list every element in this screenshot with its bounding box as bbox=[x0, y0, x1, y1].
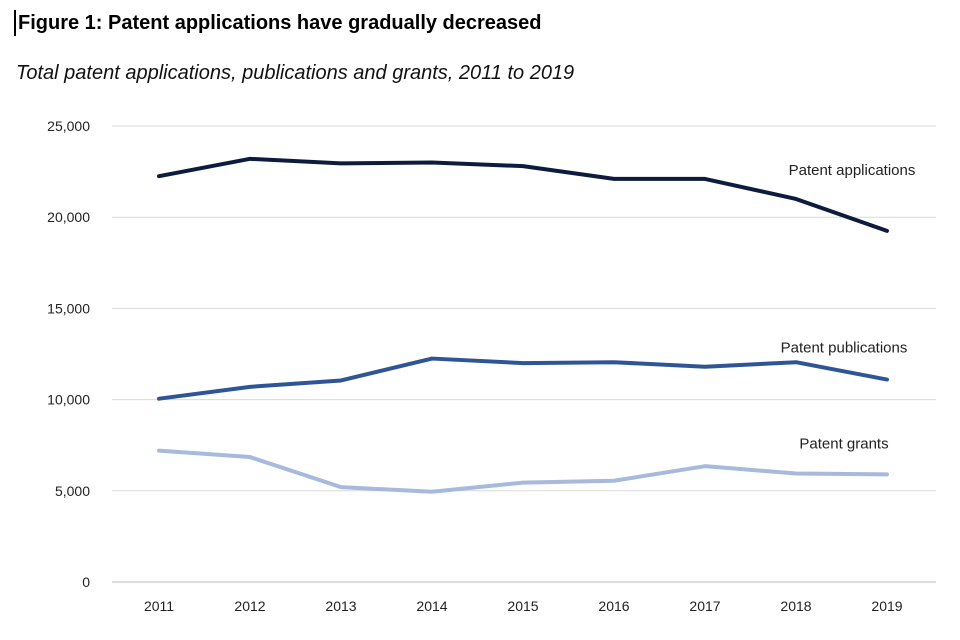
data-point bbox=[612, 479, 616, 483]
series-label: Patent applications bbox=[789, 162, 916, 179]
x-tick-label: 2019 bbox=[871, 598, 902, 614]
data-point bbox=[521, 164, 525, 168]
data-point bbox=[248, 157, 252, 161]
data-point bbox=[430, 490, 434, 494]
y-axis: 0 5,000 10,000 15,000 20,000 25,000 bbox=[47, 118, 90, 590]
x-tick-label: 2016 bbox=[598, 598, 629, 614]
series-labels: Patent applications Patent publications Pa… bbox=[781, 162, 916, 453]
chart-subtitle: Total patent applications, publications … bbox=[16, 62, 575, 84]
y-tick-label: 25,000 bbox=[47, 118, 90, 134]
data-point bbox=[794, 471, 798, 475]
y-tick-label: 5,000 bbox=[55, 483, 90, 499]
data-point bbox=[703, 365, 707, 369]
x-axis: 2011 2012 2013 2014 2015 2016 2017 2018 2019 bbox=[144, 598, 903, 614]
series-line-patent-grants bbox=[157, 448, 889, 494]
x-tick-label: 2013 bbox=[325, 598, 356, 614]
data-point bbox=[612, 360, 616, 364]
x-tick-label: 2012 bbox=[234, 598, 265, 614]
data-point bbox=[339, 485, 343, 489]
y-tick-label: 0 bbox=[82, 574, 90, 590]
data-point bbox=[157, 174, 161, 178]
y-tick-label: 20,000 bbox=[47, 209, 90, 225]
gridlines bbox=[112, 125, 936, 583]
data-point bbox=[430, 357, 434, 361]
series-label: Patent grants bbox=[799, 435, 888, 452]
x-tick-label: 2017 bbox=[689, 598, 720, 614]
series-label: Patent publications bbox=[781, 340, 908, 357]
data-point bbox=[703, 464, 707, 468]
data-point bbox=[157, 397, 161, 401]
data-point bbox=[339, 378, 343, 382]
data-point bbox=[521, 481, 525, 485]
data-point bbox=[339, 161, 343, 165]
x-tick-label: 2018 bbox=[780, 598, 811, 614]
series-lines bbox=[157, 156, 889, 494]
data-point bbox=[248, 385, 252, 389]
data-point bbox=[521, 361, 525, 365]
data-point bbox=[430, 160, 434, 164]
x-tick-label: 2014 bbox=[416, 598, 447, 614]
data-point bbox=[885, 378, 889, 382]
data-point bbox=[885, 472, 889, 476]
data-point bbox=[248, 455, 252, 459]
data-point bbox=[794, 360, 798, 364]
y-tick-label: 10,000 bbox=[47, 392, 90, 408]
series-line-patent-applications bbox=[157, 156, 889, 233]
data-point bbox=[794, 197, 798, 201]
x-tick-label: 2011 bbox=[144, 598, 174, 614]
x-tick-label: 2015 bbox=[507, 598, 538, 614]
data-point bbox=[703, 177, 707, 181]
chart-title: Figure 1: Patent applications have gradu… bbox=[14, 10, 542, 36]
y-tick-label: 15,000 bbox=[47, 300, 90, 316]
data-point bbox=[612, 177, 616, 181]
data-point bbox=[885, 229, 889, 233]
data-point bbox=[157, 449, 161, 453]
